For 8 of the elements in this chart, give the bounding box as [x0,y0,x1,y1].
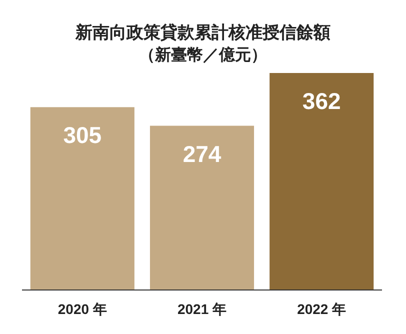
x-tick-label: 2021 年 [177,301,227,317]
data-label: 274 [182,140,222,167]
x-tick-label: 2020 年 [58,301,107,317]
chart-title: 新南向政策貸款累計核准授信餘額 [74,23,330,42]
data-label: 362 [302,88,341,114]
chart-subtitle: （新臺幣／億元） [139,46,267,64]
x-tick-label: 2022 年 [297,301,346,317]
data-label: 305 [63,122,102,148]
